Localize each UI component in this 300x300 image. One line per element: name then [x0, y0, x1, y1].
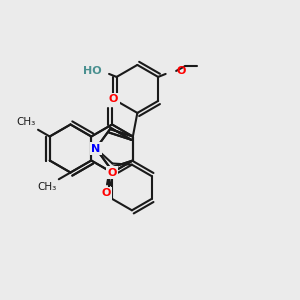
Text: N: N — [91, 143, 101, 154]
Text: O: O — [107, 167, 117, 178]
Text: CH₃: CH₃ — [16, 117, 36, 127]
Text: HO: HO — [83, 66, 102, 76]
Text: O: O — [109, 94, 118, 104]
Text: O: O — [176, 66, 185, 76]
Text: O: O — [102, 188, 111, 198]
Text: CH₃: CH₃ — [37, 182, 56, 192]
